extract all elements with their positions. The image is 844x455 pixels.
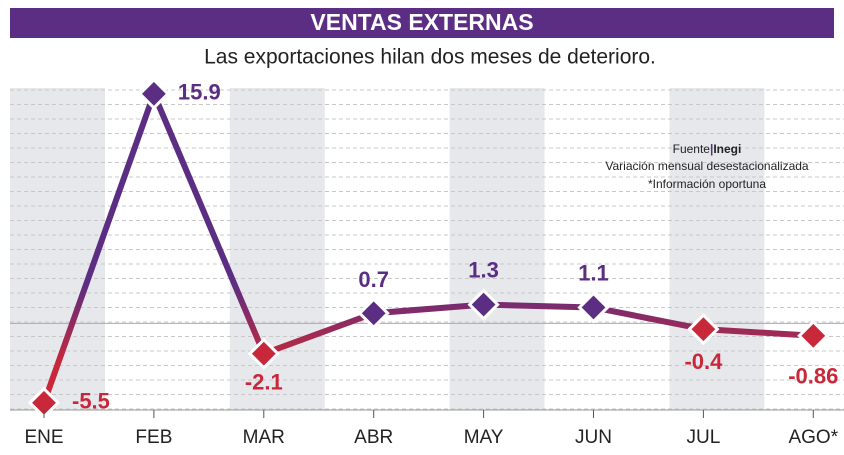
- source-label: Fuente: [673, 142, 711, 156]
- data-label: -0.4: [684, 349, 723, 374]
- x-tick-label: MAY: [464, 427, 504, 448]
- x-tick-label: JUN: [575, 427, 612, 448]
- note: Variación mensual desestacionalizada: [605, 159, 809, 173]
- source-name: Inegi: [713, 142, 741, 156]
- chart-subtitle: Las exportaciones hilan dos meses de det…: [204, 46, 656, 69]
- marker: [577, 291, 610, 324]
- x-tick-label: JUL: [687, 427, 721, 448]
- data-label: -0.86: [788, 364, 838, 389]
- data-label: 1.1: [578, 260, 609, 285]
- background: [10, 88, 844, 411]
- title-bar: [10, 8, 834, 38]
- marker: [797, 319, 830, 352]
- data-label: -2.1: [245, 369, 283, 394]
- marker: [137, 77, 171, 110]
- chart-title: VENTAS EXTERNAS: [310, 9, 533, 35]
- data-label: 15.9: [178, 80, 221, 105]
- marker: [357, 297, 390, 330]
- marker: [467, 288, 500, 321]
- x-tick-label: FEB: [135, 427, 172, 448]
- source: Fuente|Inegi: [673, 142, 742, 156]
- data-label: -5.5: [72, 389, 110, 414]
- line: [41, 90, 814, 404]
- x-tick-label: ENE: [24, 427, 63, 448]
- marker: [687, 313, 720, 346]
- marker: [247, 337, 280, 370]
- note: *Información oportuna: [648, 177, 766, 191]
- data-label: 0.7: [358, 267, 389, 292]
- x-tick-label: MAR: [243, 427, 285, 448]
- x-tick-label: ABR: [354, 427, 393, 448]
- x-tick-label: AGO*: [788, 427, 838, 448]
- data-label: 1.3: [468, 257, 499, 282]
